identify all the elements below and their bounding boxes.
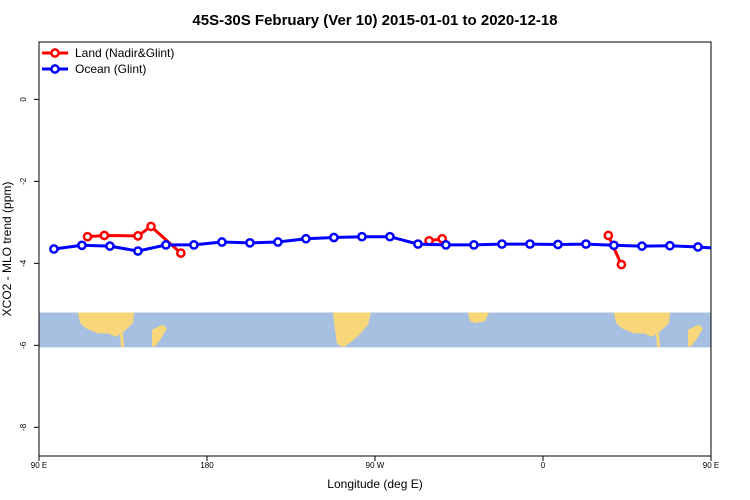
data-point — [722, 245, 729, 252]
land-shape — [688, 324, 703, 348]
series-clip-group — [49, 221, 729, 270]
x-tick-label: 90 E — [31, 461, 47, 470]
data-point — [133, 231, 143, 241]
land-shape — [468, 312, 489, 323]
data-point — [245, 238, 255, 248]
y-axis: 0 -2 -4 -6 -8 — [19, 97, 39, 431]
data-point — [497, 239, 507, 249]
legend-label: Ocean (Glint) — [75, 62, 146, 76]
y-axis-label: XCO2 - MLO trend (ppm) — [0, 182, 14, 317]
data-point — [161, 240, 171, 250]
data-point — [82, 231, 93, 242]
data-point — [603, 230, 614, 241]
land-shape — [333, 312, 371, 348]
legend-marker — [50, 64, 60, 74]
ocean-band — [39, 312, 711, 348]
data-point — [553, 239, 563, 250]
data-point — [49, 244, 59, 254]
y-tick-label: -6 — [19, 341, 28, 349]
data-point — [189, 240, 199, 250]
legend: Land (Nadir&Glint) Ocean (Glint) — [42, 46, 174, 76]
data-point — [581, 239, 591, 249]
land-shape — [78, 312, 134, 337]
series-land — [82, 221, 627, 270]
data-point — [616, 259, 627, 270]
legend-label: Land (Nadir&Glint) — [75, 46, 174, 60]
x-tick-label: 0 — [541, 461, 546, 470]
data-point — [301, 233, 311, 244]
land-shape — [656, 333, 660, 348]
series-layer — [49, 221, 729, 270]
data-point — [99, 230, 110, 241]
y-tick-label: -8 — [19, 423, 28, 431]
data-point — [146, 221, 156, 232]
data-point — [133, 246, 143, 256]
x-tick-label: 90 E — [703, 461, 719, 470]
data-point — [441, 240, 451, 250]
data-point — [176, 248, 186, 258]
data-point — [357, 231, 367, 242]
data-point — [105, 241, 115, 251]
data-point — [77, 240, 87, 251]
x-tick-label: 180 — [200, 461, 214, 470]
data-point — [469, 240, 479, 250]
data-point — [217, 237, 227, 247]
data-point — [385, 231, 395, 242]
data-point — [637, 241, 647, 251]
data-point — [525, 239, 535, 249]
y-tick-label: -2 — [19, 177, 28, 185]
chart-title: 45S-30S February (Ver 10) 2015-01-01 to … — [192, 12, 557, 29]
land-shape — [614, 312, 670, 337]
data-point — [693, 242, 703, 252]
y-tick-label: 0 — [19, 97, 28, 102]
x-axis-label: Longitude (deg E) — [327, 477, 422, 491]
legend-marker — [50, 48, 60, 58]
data-point — [609, 240, 619, 251]
data-point — [273, 237, 283, 247]
data-point — [329, 232, 339, 243]
land-shape — [120, 333, 124, 348]
x-tick-label: 90 W — [366, 461, 385, 470]
series-ocean — [49, 231, 729, 256]
x-axis: 90 E 180 90 W 0 90 E — [31, 456, 719, 470]
y-tick-label: -4 — [19, 259, 28, 267]
data-point — [413, 239, 423, 249]
data-point — [665, 240, 675, 251]
land-shape — [152, 324, 167, 348]
world-map-band — [39, 312, 711, 348]
